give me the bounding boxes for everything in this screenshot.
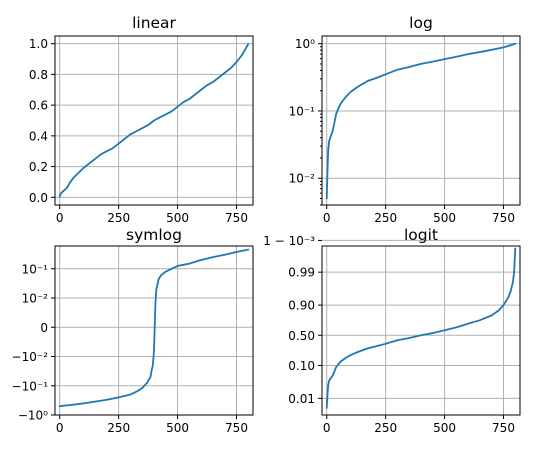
x-tick-label: 250 <box>107 211 130 225</box>
axes-frame <box>54 245 254 416</box>
y-tick-label: 0.8 <box>29 68 48 82</box>
x-tick-label: 0 <box>323 421 331 435</box>
y-tick-label: 1 − 10⁻³ <box>263 234 315 248</box>
y-tick-label: −10⁰ <box>18 409 48 423</box>
y-tick-label: 0.01 <box>288 392 315 406</box>
series-line-log <box>325 42 517 200</box>
x-tick-label: 250 <box>107 421 130 435</box>
x-tick-label: 750 <box>225 211 248 225</box>
chart-title: logit <box>404 226 438 244</box>
x-tick-label: 0 <box>56 421 64 435</box>
y-tick-label: 0.10 <box>288 359 315 373</box>
y-tick-label: 10⁻² <box>22 292 49 306</box>
subplot-linear: 0 250 500 750 0.0 0.2 0.4 0.6 0.8 1.0 linear <box>29 14 254 225</box>
x-tick-label: 750 <box>225 421 248 435</box>
y-tick-label: 1.0 <box>29 37 48 51</box>
series-line-symlog <box>58 248 250 408</box>
y-tick-label: 0.2 <box>29 160 48 174</box>
y-tick-label: 0.99 <box>288 266 315 280</box>
y-tick-label: 10⁻¹ <box>22 262 49 276</box>
y-tick-label: 0.0 <box>29 191 48 205</box>
series-line-logit <box>325 247 517 409</box>
x-tick-label: 500 <box>166 421 189 435</box>
x-tick-label: 750 <box>492 211 515 225</box>
y-tick-label: 10⁻² <box>289 172 316 186</box>
x-tick-label: 500 <box>433 421 456 435</box>
x-tick-label: 500 <box>166 211 189 225</box>
x-tick-label: 0 <box>323 211 331 225</box>
axes-frame <box>321 35 521 206</box>
axes-frame <box>321 245 521 416</box>
series-line-linear <box>58 43 250 198</box>
y-tick-label: −10⁻² <box>12 350 49 364</box>
y-tick-label: 10⁰ <box>295 37 315 51</box>
x-tick-label: 750 <box>492 421 515 435</box>
subplot-symlog: 0 250 500 750 −10⁰ −10⁻¹ −10⁻² 0 10⁻² 10⁻¹ symlog <box>12 226 254 435</box>
x-tick-label: 0 <box>56 211 64 225</box>
y-tick-label: 0 <box>40 321 48 335</box>
x-tick-label: 250 <box>374 421 397 435</box>
subplot-log: 0 250 500 750 10⁻² 10⁻¹ 10⁰ log <box>289 14 521 225</box>
y-tick-label: 0.4 <box>29 129 48 143</box>
y-tick-label: 0.6 <box>29 99 48 113</box>
chart-title: linear <box>132 14 176 32</box>
y-tick-label: 0.50 <box>288 329 315 343</box>
y-tick-label: 10⁻¹ <box>289 104 316 118</box>
axes-frame <box>54 35 254 206</box>
x-tick-label: 500 <box>433 211 456 225</box>
subplot-logit: 0 250 500 750 0.01 0.10 0.50 0.90 0.99 1 − 10⁻³ lo… <box>263 226 521 435</box>
y-tick-label: 0.90 <box>288 299 315 313</box>
x-tick-label: 250 <box>374 211 397 225</box>
chart-title: log <box>409 14 433 32</box>
y-tick-label: −10⁻¹ <box>12 379 49 393</box>
chart-title: symlog <box>126 226 182 244</box>
